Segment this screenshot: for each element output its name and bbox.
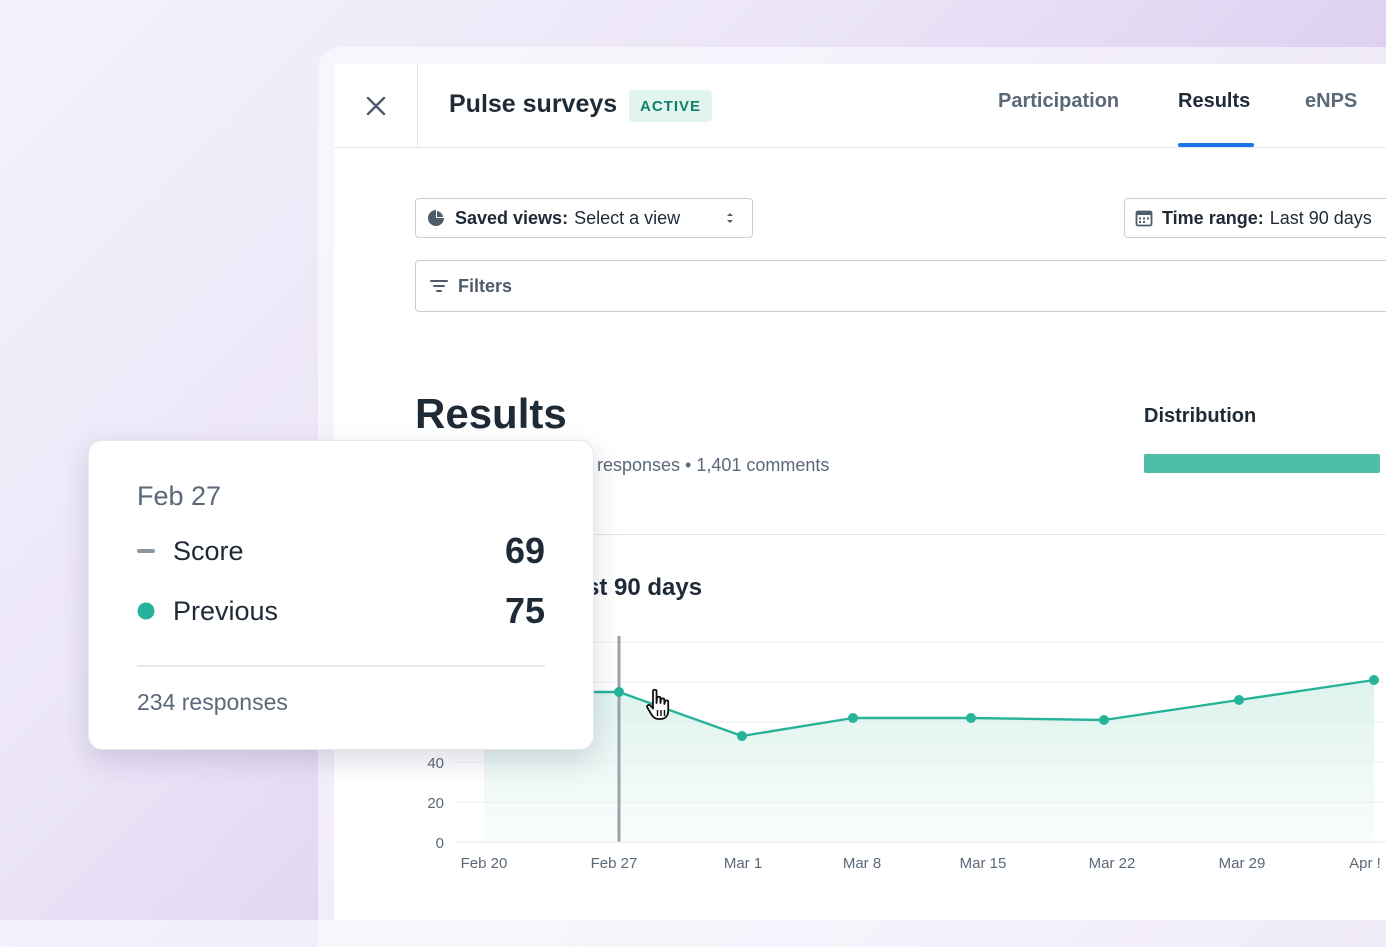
page-title: Pulse surveys [449,90,618,118]
results-chart: 0 20 40 Feb 20 Feb 27 Mar 1 Mar 8 Mar 15 Mar 22 M… [427,636,1386,872]
series-line [484,678,1375,738]
series-area [484,680,1374,842]
y-tick-label: 20 [427,795,444,812]
section-divider [415,534,1386,535]
close-icon [366,96,385,115]
y-tick-label: 40 [427,755,444,772]
data-point [614,687,624,697]
sort-arrows-icon [727,213,733,223]
results-meta: 7 responses • 1,401 comments [582,455,830,475]
x-tick-label: Mar 1 [724,855,762,872]
x-tick-label: Mar 8 [843,855,881,872]
data-point [1234,695,1244,705]
time-range-value: Last 90 days [1269,207,1372,228]
tooltip-previous-value: 75 [504,590,545,631]
chart-tooltip: Feb 27 Score 69 Previous 75 234 response… [88,440,594,750]
time-range-select[interactable]: Time range: Last 90 days [1124,198,1386,238]
hand-cursor-icon [646,688,670,720]
saved-views-value: Select a view [574,207,681,228]
dash-legend-icon [137,549,155,553]
distribution-heading: Distribution [1144,405,1257,427]
results-heading: Results [415,390,567,437]
top-bar: Pulse surveys ACTIVE Participation Resul… [334,64,1386,148]
time-range-label: Time range: [1162,207,1264,228]
tooltip-row-score: Score 69 [137,530,545,571]
dot-legend-icon [137,602,155,620]
x-tick-label: Feb 20 [461,855,508,872]
x-tick-label: Mar 29 [1219,855,1266,872]
saved-views-select[interactable]: Saved views: Select a view [415,198,753,238]
filters-bar[interactable]: Filters [415,260,1386,312]
tooltip-score-label: Score [173,535,244,566]
data-point [737,731,747,741]
tooltip-divider [137,665,545,667]
chart-title: st 90 days [586,574,703,601]
tooltip-score-value: 69 [504,530,545,571]
tab-results[interactable]: Results [1178,90,1251,112]
x-tick-label: Mar 22 [1089,855,1136,872]
data-point [1099,715,1109,725]
data-point [1369,675,1379,685]
pie-chart-icon [428,210,444,226]
y-tick-label: 0 [436,835,444,852]
distribution-bar [1144,454,1380,473]
x-tick-label: Mar 15 [960,855,1007,872]
tooltip-previous-label: Previous [173,595,279,626]
data-point [848,713,858,723]
tooltip-row-previous: Previous 75 [137,590,545,631]
filter-icon [430,280,448,292]
tab-enps[interactable]: eNPS [1305,90,1358,112]
filters-label: Filters [458,275,513,296]
close-button[interactable] [334,64,418,147]
tooltip-responses: 234 responses [137,689,288,715]
x-tick-label: Feb 27 [591,855,638,872]
active-tab-indicator [1178,143,1254,147]
x-tick-label: Apr ! [1349,855,1381,872]
data-point [966,713,976,723]
saved-views-label: Saved views: [455,207,569,228]
tab-participation[interactable]: Participation [998,90,1120,112]
status-badge: ACTIVE [629,90,713,122]
tooltip-date: Feb 27 [137,481,222,511]
calendar-icon [1135,210,1153,227]
